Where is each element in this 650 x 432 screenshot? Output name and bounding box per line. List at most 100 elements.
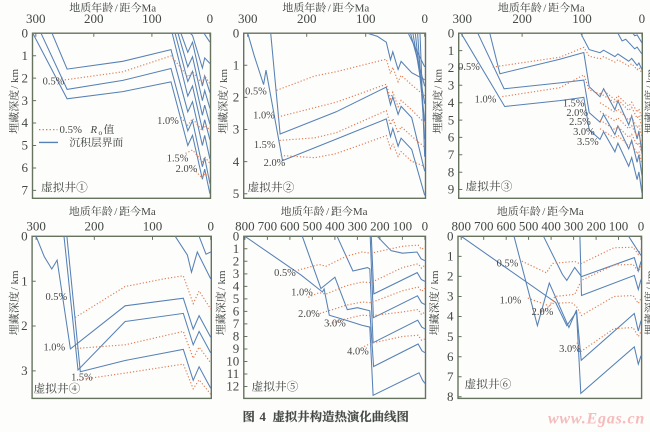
svg-text:4: 4 (260, 410, 267, 424)
svg-text:3.0%: 3.0% (324, 319, 346, 330)
svg-text:8: 8 (448, 164, 455, 179)
svg-text:700: 700 (474, 218, 494, 233)
svg-text:/ km: / km (429, 270, 441, 290)
svg-text:/ km: / km (218, 68, 230, 88)
svg-text:1.0%: 1.0% (475, 94, 497, 105)
svg-text:0.5%: 0.5% (497, 259, 519, 270)
svg-text:2.0%: 2.0% (532, 307, 554, 318)
svg-text:500: 500 (303, 218, 323, 233)
svg-text:0: 0 (22, 25, 29, 40)
svg-text:Ma: Ma (353, 206, 368, 218)
svg-text:4: 4 (233, 154, 240, 169)
svg-text:3: 3 (447, 289, 454, 304)
svg-text:600: 600 (280, 218, 300, 233)
svg-text:5: 5 (233, 186, 240, 201)
svg-text:800: 800 (451, 218, 471, 233)
svg-text:100: 100 (572, 11, 592, 26)
svg-text:4: 4 (22, 115, 29, 130)
svg-text:7: 7 (448, 147, 455, 162)
svg-text:8: 8 (233, 329, 240, 344)
svg-text:0.5%: 0.5% (45, 292, 67, 303)
svg-text:0: 0 (207, 218, 214, 233)
svg-text:/ km: / km (9, 270, 21, 290)
svg-text:0.5%: 0.5% (458, 62, 480, 73)
svg-text:2: 2 (233, 254, 240, 269)
svg-text:1: 1 (21, 273, 28, 288)
svg-text:/ km: / km (645, 68, 650, 88)
svg-text:2.0%: 2.0% (264, 158, 286, 169)
svg-text:1.5%: 1.5% (167, 153, 189, 164)
svg-text:7: 7 (233, 316, 240, 331)
svg-text:/: / (326, 206, 330, 218)
svg-text:3: 3 (233, 266, 240, 281)
svg-text:100: 100 (143, 218, 163, 233)
svg-text:100: 100 (356, 11, 376, 26)
svg-text:/: / (114, 206, 118, 218)
svg-text:3: 3 (21, 363, 28, 378)
svg-text:700: 700 (258, 218, 278, 233)
svg-text:2.0%: 2.0% (176, 164, 198, 175)
svg-text:8: 8 (447, 389, 454, 404)
svg-text:12: 12 (226, 379, 239, 394)
svg-text:11: 11 (227, 366, 240, 381)
svg-text:400: 400 (541, 218, 561, 233)
svg-text:2.0%: 2.0% (298, 309, 320, 320)
svg-text:200: 200 (84, 11, 104, 26)
svg-text:9: 9 (233, 341, 240, 356)
svg-text:1: 1 (448, 43, 455, 58)
svg-text:1.0%: 1.0% (500, 296, 522, 307)
svg-text:200: 200 (586, 218, 606, 233)
svg-text:/: / (542, 206, 546, 218)
svg-text:9: 9 (448, 182, 455, 197)
svg-text:0: 0 (447, 229, 454, 244)
svg-text:6: 6 (22, 160, 29, 175)
svg-text:500: 500 (519, 218, 539, 233)
svg-text:4: 4 (233, 279, 240, 294)
svg-text:1.0%: 1.0% (157, 116, 179, 127)
svg-text:2.5%: 2.5% (569, 117, 591, 128)
svg-text:/: / (543, 3, 547, 15)
svg-text:2: 2 (447, 269, 454, 284)
svg-text:300: 300 (564, 218, 584, 233)
svg-text:0: 0 (639, 11, 646, 26)
svg-text:Ma: Ma (570, 3, 585, 15)
svg-text:300: 300 (26, 218, 46, 233)
svg-text:100: 100 (142, 11, 162, 26)
svg-text:2: 2 (22, 70, 29, 85)
svg-text:7: 7 (22, 183, 29, 198)
svg-text:0: 0 (207, 11, 214, 26)
svg-text:300: 300 (26, 11, 46, 26)
svg-text:3.0%: 3.0% (559, 344, 581, 355)
svg-text:/ km: / km (216, 270, 228, 290)
svg-text:6: 6 (447, 349, 454, 364)
svg-text:800: 800 (235, 218, 255, 233)
svg-text:0: 0 (421, 11, 428, 26)
svg-text:300: 300 (452, 11, 472, 26)
svg-text:/: / (328, 3, 332, 15)
svg-text:200: 200 (85, 218, 105, 233)
svg-text:100: 100 (609, 218, 629, 233)
svg-text:o: o (99, 128, 103, 137)
svg-text:0.5%: 0.5% (60, 124, 83, 136)
svg-text:1: 1 (22, 48, 29, 63)
svg-text:/ km: / km (433, 68, 445, 88)
svg-text:Ma: Ma (142, 3, 157, 15)
svg-text:0.5%: 0.5% (274, 268, 296, 279)
svg-text:6: 6 (448, 130, 455, 145)
svg-text:200: 200 (297, 11, 317, 26)
svg-text:Ma: Ma (355, 3, 370, 15)
svg-text:2: 2 (21, 318, 28, 333)
svg-text:0: 0 (233, 25, 240, 40)
svg-text:1.0%: 1.0% (253, 110, 275, 121)
svg-text:7: 7 (447, 369, 454, 384)
svg-text:1.5%: 1.5% (563, 98, 585, 109)
svg-text:/ km: / km (9, 68, 21, 88)
svg-text:1.5%: 1.5% (71, 373, 93, 384)
svg-text:/ km: / km (645, 270, 650, 290)
svg-text:2: 2 (233, 90, 240, 105)
svg-text:400: 400 (325, 218, 345, 233)
svg-text:1.0%: 1.0% (43, 342, 65, 353)
svg-text:R: R (90, 124, 98, 136)
svg-text:2.0%: 2.0% (566, 108, 588, 119)
svg-text:1: 1 (233, 241, 240, 256)
